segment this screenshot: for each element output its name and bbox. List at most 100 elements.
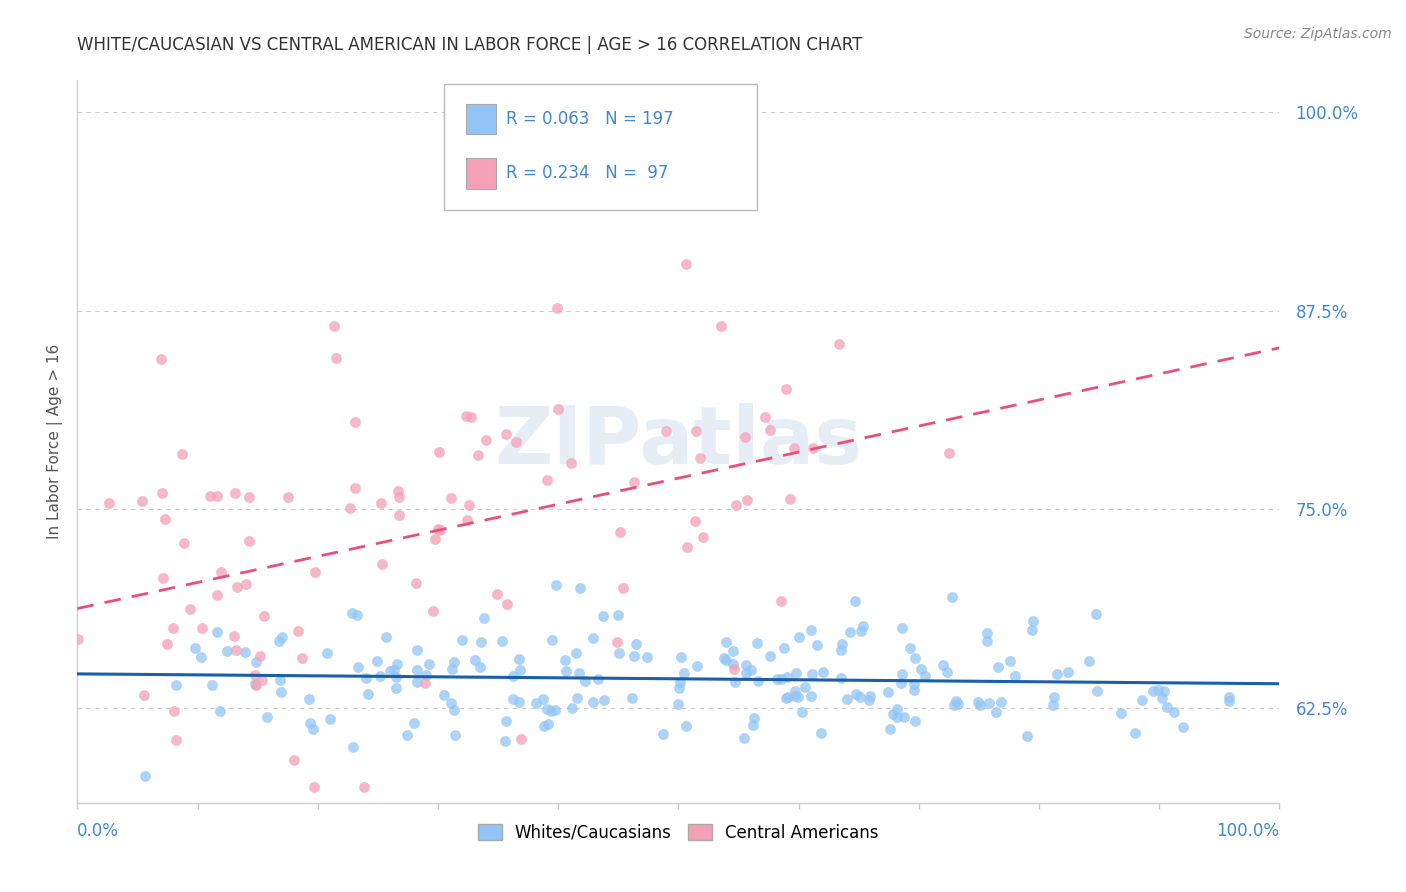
Point xyxy=(582,631,605,645)
Point xyxy=(357,687,380,701)
Point xyxy=(790,705,813,719)
Point xyxy=(298,691,321,706)
Point xyxy=(636,649,658,664)
Y-axis label: In Labor Force | Age > 16: In Labor Force | Age > 16 xyxy=(48,344,63,539)
Point xyxy=(828,337,851,351)
Point xyxy=(67,632,90,647)
Point xyxy=(891,621,914,635)
Point xyxy=(302,780,325,794)
Point xyxy=(402,715,425,730)
Point xyxy=(413,675,436,690)
Point xyxy=(555,664,578,678)
Point xyxy=(440,491,463,505)
Point xyxy=(405,575,427,590)
Point xyxy=(302,722,325,736)
Point xyxy=(783,441,806,455)
Point xyxy=(830,643,852,657)
Point xyxy=(1156,700,1178,714)
Point xyxy=(270,685,292,699)
Point xyxy=(733,731,755,745)
Point xyxy=(714,653,737,667)
Point xyxy=(723,662,745,676)
Point xyxy=(509,663,531,677)
Point xyxy=(769,672,792,686)
Point xyxy=(623,475,645,490)
Point xyxy=(1111,706,1133,720)
Point xyxy=(586,672,609,686)
Point xyxy=(339,500,361,515)
Text: ZIPatlas: ZIPatlas xyxy=(495,402,862,481)
Point xyxy=(724,675,747,690)
Point xyxy=(245,667,267,681)
Point xyxy=(243,677,266,691)
Point xyxy=(547,401,569,416)
Point xyxy=(606,607,628,622)
Point xyxy=(725,498,748,512)
Point xyxy=(238,534,260,549)
Point xyxy=(779,491,801,506)
Point xyxy=(976,634,998,648)
Point xyxy=(845,687,868,701)
Point xyxy=(714,635,737,649)
Point xyxy=(540,704,562,718)
Point xyxy=(491,634,513,648)
Point xyxy=(537,717,560,731)
Point xyxy=(370,496,392,510)
Point xyxy=(935,665,957,680)
FancyBboxPatch shape xyxy=(444,84,756,211)
Point xyxy=(806,638,828,652)
Point xyxy=(786,690,808,705)
Point xyxy=(942,698,965,712)
Point xyxy=(1152,690,1174,705)
Point xyxy=(150,486,173,500)
Point xyxy=(347,660,370,674)
Point xyxy=(669,650,692,665)
Text: 0.0%: 0.0% xyxy=(77,822,120,840)
Point xyxy=(776,670,799,684)
Point xyxy=(423,532,446,546)
Point xyxy=(1046,667,1069,681)
Point xyxy=(374,630,396,644)
Point xyxy=(356,671,378,685)
Point xyxy=(319,712,342,726)
Point xyxy=(593,693,616,707)
Point xyxy=(209,565,232,579)
Point xyxy=(544,703,567,717)
Point xyxy=(839,624,862,639)
Point xyxy=(794,680,817,694)
Point xyxy=(225,643,247,657)
Point xyxy=(675,719,697,733)
Point xyxy=(1042,698,1064,713)
Point xyxy=(849,690,872,704)
Point xyxy=(536,702,558,716)
Point xyxy=(451,633,474,648)
Point xyxy=(666,698,689,712)
Point xyxy=(163,705,186,719)
Point xyxy=(655,425,678,439)
Point xyxy=(565,690,588,705)
Point xyxy=(205,625,228,640)
Point xyxy=(443,655,465,669)
Point xyxy=(224,486,246,500)
Point xyxy=(1153,684,1175,698)
Point xyxy=(1218,694,1240,708)
Point xyxy=(890,666,912,681)
Text: Source: ZipAtlas.com: Source: ZipAtlas.com xyxy=(1244,27,1392,41)
Point xyxy=(612,582,634,596)
Point xyxy=(371,557,394,571)
Point xyxy=(346,608,368,623)
Point xyxy=(652,726,675,740)
Point xyxy=(773,640,796,655)
Point xyxy=(607,647,630,661)
Point xyxy=(910,662,932,676)
Point xyxy=(385,681,408,695)
Text: R = 0.234   N =  97: R = 0.234 N = 97 xyxy=(506,164,669,182)
Point xyxy=(1123,726,1146,740)
Point xyxy=(173,536,195,550)
Point xyxy=(932,658,955,673)
Point xyxy=(668,681,690,695)
Point xyxy=(554,653,576,667)
Point xyxy=(316,646,339,660)
Point xyxy=(977,696,1000,710)
Point xyxy=(574,674,596,689)
